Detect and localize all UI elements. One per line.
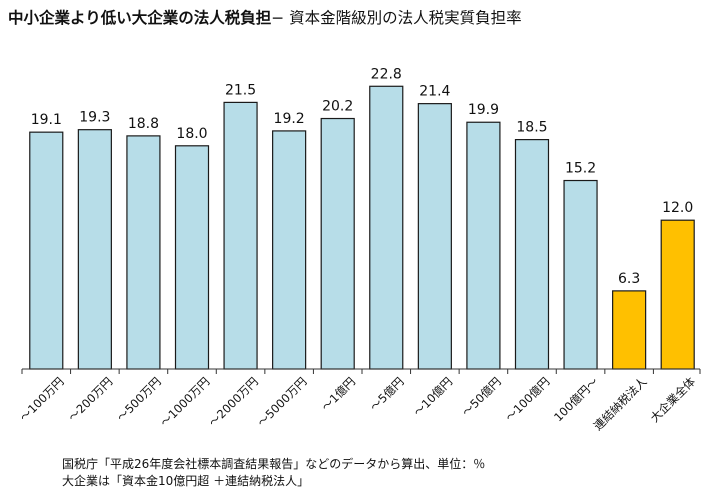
data-label-9: 21.4 [419, 84, 450, 100]
bar-3 [126, 135, 161, 370]
data-label-8: 22.8 [371, 66, 402, 82]
x-tick-label-1: 〜100万円 [17, 374, 67, 424]
footnote-definition: 大企業は「資本金10億円超 ＋連結納税法人」 [62, 474, 310, 488]
bar-7 [320, 117, 355, 370]
bar-10 [466, 121, 501, 370]
x-tick-label-13: 連結納税法人 [591, 374, 650, 433]
chart-title-main: 中小企業より低い大企業の法人税負担 [8, 9, 272, 27]
x-tick-label-9: 〜10億円 [411, 374, 456, 419]
bar-12 [563, 179, 598, 370]
bar-14 [660, 219, 695, 370]
data-label-6: 19.2 [274, 111, 305, 127]
bar-1 [29, 131, 64, 370]
x-tick-label-5: 〜2000万円 [206, 374, 261, 429]
x-tick-label-12: 100億円〜 [551, 374, 601, 424]
chart-title-sub: − 資本金階級別の法人税実質負担率 [271, 9, 522, 27]
footnote-source: 国税庁「平成26年度会社標本調査結果報告」などのデータから算出、単位：％ [62, 457, 486, 471]
x-tick-label-11: 〜100億円 [503, 374, 553, 424]
data-label-14: 12.0 [662, 200, 693, 216]
data-label-4: 18.0 [176, 126, 207, 142]
data-label-1: 19.1 [31, 112, 62, 128]
chart-title: 中小企業より低い大企業の法人税負担− 資本金階級別の法人税実質負担率 [8, 6, 522, 28]
data-label-13: 6.3 [618, 271, 640, 287]
bar-9 [417, 103, 452, 370]
bar-13 [612, 290, 647, 370]
x-tick-label-14: 大企業全体 [647, 374, 698, 425]
data-label-10: 19.9 [468, 102, 499, 118]
bar-5 [223, 101, 258, 370]
x-tick-label-10: 〜50億円 [459, 374, 504, 419]
x-tick-label-8: 〜5億円 [367, 374, 406, 413]
data-label-11: 18.5 [516, 120, 547, 136]
x-tick-label-4: 〜1000万円 [157, 374, 212, 429]
bar-11 [514, 139, 550, 370]
bar-2 [77, 129, 112, 370]
x-tick-label-3: 〜500万円 [114, 374, 164, 424]
x-tick-label-2: 〜200万円 [65, 374, 115, 424]
data-label-5: 21.5 [225, 82, 256, 98]
bar-6 [272, 130, 307, 370]
bar-4 [174, 145, 210, 370]
data-label-7: 20.2 [322, 99, 353, 115]
data-label-3: 18.8 [128, 116, 159, 132]
x-tick-label-7: 〜1億円 [319, 374, 358, 413]
x-tick-label-6: 〜5000万円 [254, 374, 309, 429]
bar-8 [369, 85, 404, 370]
data-label-2: 19.3 [79, 110, 110, 126]
data-label-12: 15.2 [565, 161, 596, 177]
